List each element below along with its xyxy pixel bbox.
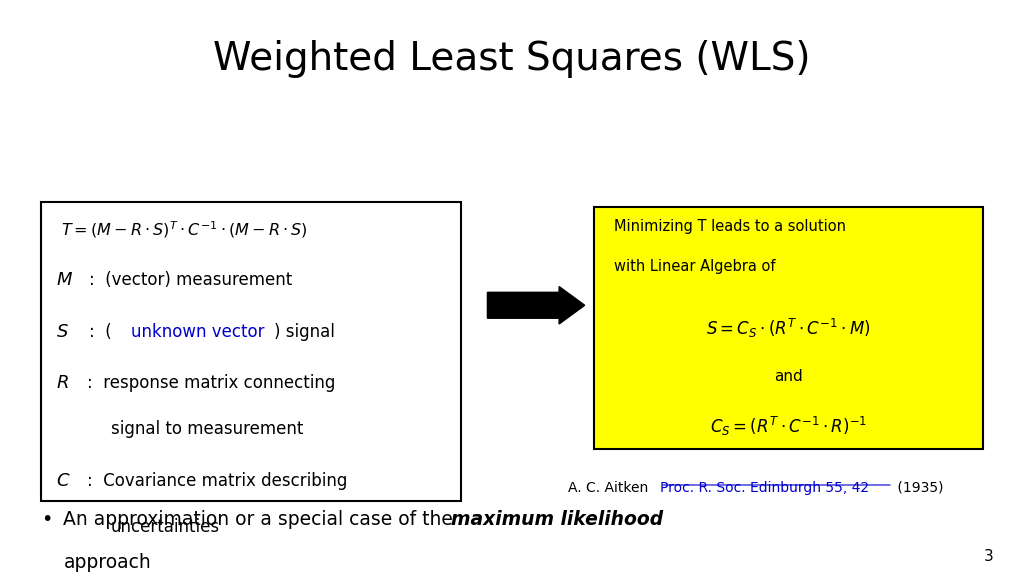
Text: signal to measurement: signal to measurement bbox=[111, 420, 303, 438]
Text: 3: 3 bbox=[983, 550, 993, 564]
Text: An approximation or a special case of the: An approximation or a special case of th… bbox=[63, 510, 460, 529]
Text: $S = C_S \cdot \left(R^T \cdot C^{-1} \cdot M\right)$: $S = C_S \cdot \left(R^T \cdot C^{-1} \c… bbox=[707, 317, 870, 340]
Text: :  Covariance matrix describing: : Covariance matrix describing bbox=[87, 472, 347, 490]
FancyBboxPatch shape bbox=[594, 207, 983, 449]
Text: $S$: $S$ bbox=[56, 323, 70, 340]
Text: Weighted Least Squares (WLS): Weighted Least Squares (WLS) bbox=[213, 40, 811, 78]
Text: maximum likelihood: maximum likelihood bbox=[451, 510, 663, 529]
Text: unknown vector: unknown vector bbox=[131, 323, 264, 340]
Text: and: and bbox=[774, 369, 803, 384]
FancyBboxPatch shape bbox=[41, 202, 461, 501]
Text: with Linear Algebra of: with Linear Algebra of bbox=[614, 259, 776, 274]
Text: $M$: $M$ bbox=[56, 271, 74, 289]
FancyArrow shape bbox=[487, 287, 585, 324]
Text: $R$: $R$ bbox=[56, 374, 69, 392]
Text: (1935): (1935) bbox=[893, 481, 943, 495]
Text: •: • bbox=[41, 510, 52, 529]
Text: :  (: : ( bbox=[89, 323, 112, 340]
Text: approach: approach bbox=[63, 553, 152, 572]
Text: Proc. R. Soc. Edinburgh 55, 42: Proc. R. Soc. Edinburgh 55, 42 bbox=[660, 481, 869, 495]
Text: $T = \left(M - R \cdot S\right)^T \cdot C^{-1} \cdot \left(M - R \cdot S\right)$: $T = \left(M - R \cdot S\right)^T \cdot … bbox=[61, 219, 308, 240]
Text: uncertainties: uncertainties bbox=[111, 518, 220, 536]
Text: ) signal: ) signal bbox=[274, 323, 335, 340]
Text: $C_S = \left(R^T \cdot C^{-1} \cdot R\right)^{-1}$: $C_S = \left(R^T \cdot C^{-1} \cdot R\ri… bbox=[710, 415, 867, 438]
Text: A. C. Aitken: A. C. Aitken bbox=[568, 481, 653, 495]
Text: :  (vector) measurement: : (vector) measurement bbox=[89, 271, 292, 289]
Text: $C$: $C$ bbox=[56, 472, 71, 490]
Text: :  response matrix connecting: : response matrix connecting bbox=[87, 374, 336, 392]
Text: Minimizing T leads to a solution: Minimizing T leads to a solution bbox=[614, 219, 847, 234]
